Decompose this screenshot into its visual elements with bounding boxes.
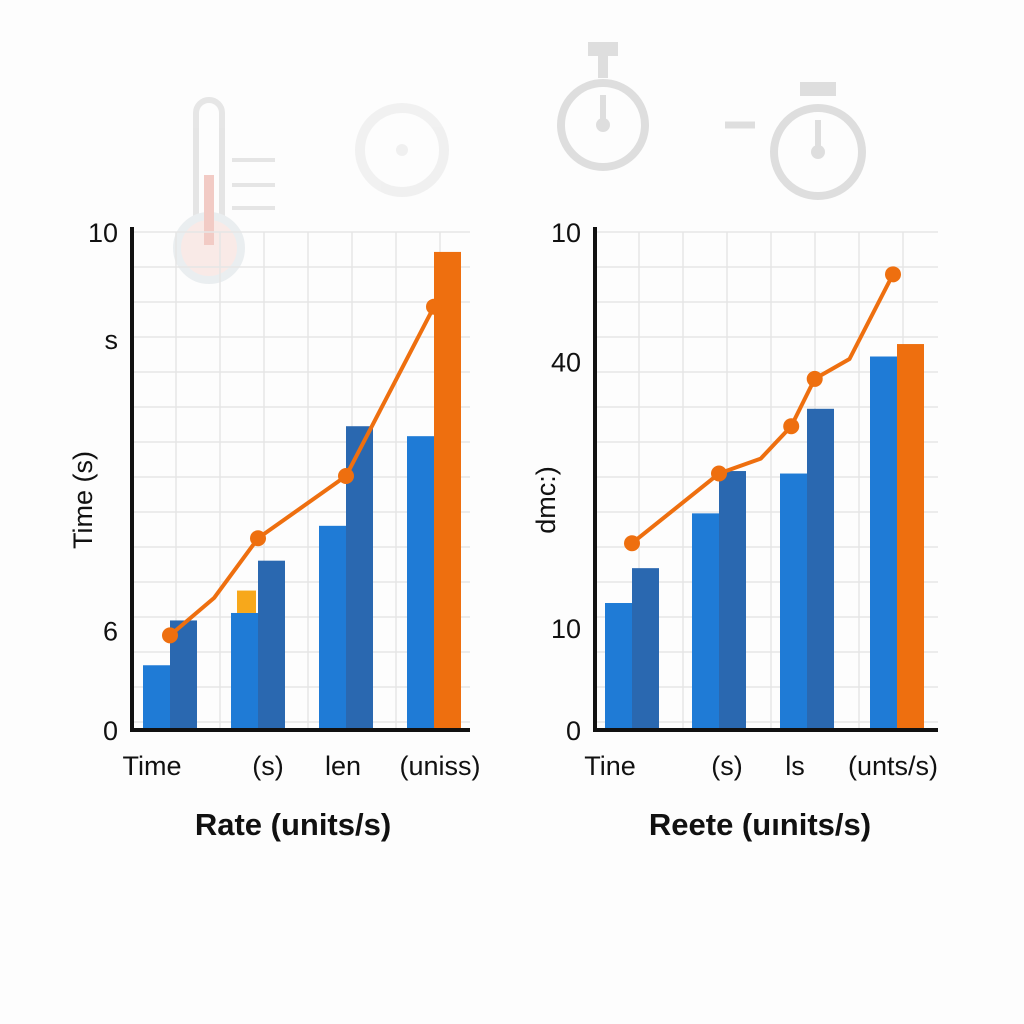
y-tick-label: 10 (551, 614, 581, 644)
line-series (630, 273, 895, 545)
y-tick-label: 40 (551, 347, 581, 377)
stopwatch-icon (557, 42, 649, 171)
y-axis-label: Time (s) (68, 451, 98, 549)
bar (692, 513, 719, 730)
line-marker (624, 535, 640, 552)
bar (632, 568, 659, 730)
gauge-icon (355, 103, 449, 197)
line-series (168, 305, 436, 637)
y-tick-label: 0 (566, 716, 581, 746)
bar (870, 356, 897, 730)
bar (897, 344, 924, 730)
line-marker (783, 418, 800, 435)
x-axis-label: Reete (uınits/s) (649, 807, 871, 842)
x-tick-label: (s) (252, 751, 283, 781)
bar (407, 436, 434, 730)
highlight-bar (237, 590, 256, 613)
y-tick-label: 10 (551, 218, 581, 248)
x-tick-label: (s) (711, 751, 742, 781)
bar (434, 251, 461, 731)
x-tick-label: (uniss) (399, 751, 480, 781)
bar (143, 665, 170, 730)
stopwatch-icon (725, 82, 866, 200)
x-tick-label: ls (785, 751, 805, 781)
line-marker (250, 530, 266, 547)
line-marker (885, 266, 901, 283)
line-marker (162, 627, 178, 644)
y-tick-label: 6 (103, 616, 118, 646)
x-tick-label: Time (123, 751, 182, 781)
bar (319, 525, 346, 730)
x-axis-label: Rate (units/s) (195, 807, 391, 842)
y-axis-label: dmc:) (531, 466, 561, 534)
y-tick-label: 10 (88, 218, 118, 248)
bar (719, 471, 746, 730)
y-tick-label: 0 (103, 716, 118, 746)
bar (780, 473, 807, 730)
x-tick-label: Tine (584, 751, 636, 781)
line-marker (711, 465, 727, 482)
bar (258, 560, 285, 730)
x-tick-label: len (325, 751, 361, 781)
bar (231, 612, 258, 730)
line-marker (426, 298, 442, 315)
x-tick-label: (unts/s) (848, 751, 938, 781)
y-tick-label: s (105, 325, 119, 355)
line-marker (806, 370, 823, 387)
bar (605, 603, 632, 730)
line-marker (338, 468, 354, 485)
bar (807, 408, 834, 730)
